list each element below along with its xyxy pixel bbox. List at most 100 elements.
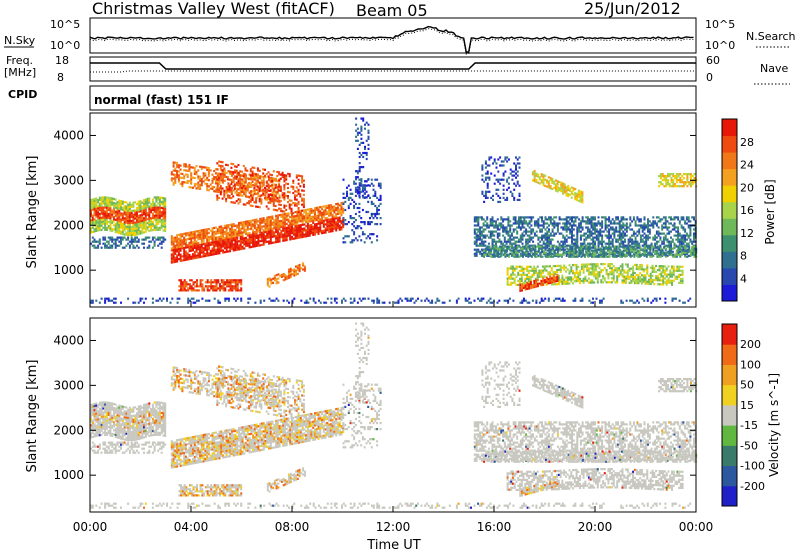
power-cell — [266, 188, 269, 191]
power-cell — [661, 240, 664, 243]
power-cell — [376, 223, 379, 226]
power-cell — [562, 222, 565, 225]
power-cell — [294, 225, 297, 228]
power-cell — [541, 218, 543, 221]
power-cell — [645, 255, 648, 258]
power-cell — [199, 285, 202, 288]
power-cell — [322, 229, 325, 232]
power-cell — [98, 240, 101, 243]
power-cell — [611, 222, 614, 225]
power-cell — [664, 224, 667, 227]
power-cell — [545, 245, 547, 248]
power-cell — [113, 210, 115, 213]
power-cell — [280, 233, 283, 237]
power-cell — [664, 244, 667, 247]
power-cell — [199, 179, 202, 182]
power-cell — [362, 166, 365, 169]
power-cell — [100, 208, 103, 211]
power-cell — [238, 222, 240, 225]
power-cell — [559, 247, 562, 250]
power-cell — [340, 206, 343, 209]
power-cell — [555, 216, 558, 219]
power-cell — [601, 234, 604, 237]
power-cell — [301, 231, 304, 234]
power-cell — [269, 240, 272, 243]
power-cell — [158, 210, 161, 213]
power-cell — [583, 242, 586, 245]
power-cell — [253, 184, 256, 187]
power-cell — [344, 241, 347, 244]
power-cell — [678, 242, 681, 245]
power-cell — [574, 224, 577, 227]
power-cell — [342, 209, 345, 212]
power-cell — [364, 184, 366, 187]
power-cell — [262, 175, 265, 178]
power-cell — [288, 199, 291, 202]
power-cell — [303, 215, 306, 218]
power-cell — [504, 255, 507, 258]
power-cell — [293, 268, 296, 271]
power-cell — [491, 238, 494, 241]
power-cell — [132, 221, 135, 224]
power-cell — [91, 208, 94, 211]
power-cell — [473, 220, 476, 223]
power-cell — [370, 233, 373, 236]
power-cell — [682, 238, 685, 241]
power-cell — [262, 237, 265, 240]
power-cell — [655, 236, 658, 239]
power-cell — [206, 186, 209, 190]
power-cell — [586, 226, 589, 229]
power-cell — [232, 231, 235, 234]
power-cell — [183, 240, 186, 243]
power-cell — [516, 240, 519, 243]
power-cell — [123, 227, 126, 230]
power-cell — [363, 223, 366, 226]
power-cell — [151, 208, 154, 211]
power-cell — [259, 234, 262, 237]
power-cell — [296, 218, 299, 221]
power-cell — [541, 236, 543, 239]
power-cell — [477, 236, 480, 239]
power-cell — [372, 202, 375, 205]
power-cell — [134, 215, 137, 218]
power-cell — [477, 220, 480, 223]
power-cell — [233, 185, 236, 188]
power-cell — [100, 204, 103, 207]
power-cell — [608, 234, 611, 237]
power-cell — [564, 251, 567, 254]
power-cell — [199, 255, 202, 259]
power-cell — [158, 200, 161, 203]
power-cell — [512, 248, 515, 251]
power-cell — [525, 251, 528, 254]
power-cell — [164, 199, 167, 202]
power-cell — [636, 242, 639, 245]
power-cell — [157, 206, 160, 209]
power-cell — [611, 226, 614, 229]
power-cell — [232, 163, 235, 166]
power-cell — [206, 168, 209, 171]
power-cell — [91, 200, 94, 203]
power-cell — [238, 281, 241, 284]
power-cell — [97, 246, 100, 249]
power-cell — [164, 221, 167, 224]
power-cell — [634, 220, 637, 223]
power-cell — [574, 218, 577, 221]
power-cell — [276, 240, 279, 243]
power-cell — [648, 236, 651, 239]
power-cell — [176, 161, 179, 165]
power-cell — [677, 216, 680, 219]
power-cell — [285, 194, 288, 197]
power-cell — [286, 277, 289, 280]
power-cell — [299, 230, 302, 233]
power-cell — [298, 220, 301, 223]
power-cell — [342, 201, 345, 204]
power-cell — [502, 218, 505, 221]
power-cell — [107, 202, 110, 205]
power-cell — [514, 244, 517, 247]
power-cell — [275, 224, 278, 228]
power-cell — [111, 209, 114, 212]
power-cell — [105, 218, 108, 221]
power-cell — [278, 200, 281, 203]
power-cell — [473, 254, 476, 257]
power-cell — [336, 208, 339, 211]
